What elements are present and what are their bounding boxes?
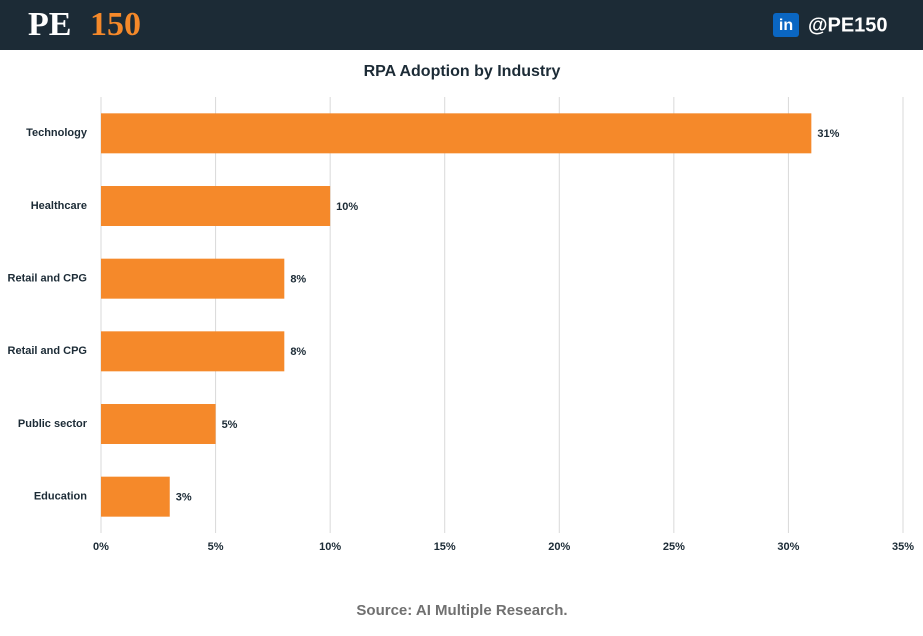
value-label: 10% xyxy=(336,201,358,213)
value-label: 8% xyxy=(290,274,306,286)
bar xyxy=(101,258,285,299)
y-tick-label: Retail and CPG xyxy=(8,345,87,357)
source: Source: AI Multiple Research. xyxy=(356,602,567,619)
x-tick-label: 5% xyxy=(208,541,224,553)
y-tick-label: Education xyxy=(34,491,87,503)
x-tick-label: 15% xyxy=(434,541,456,553)
y-tick-label: Retail and CPG xyxy=(8,273,87,285)
value-label: 31% xyxy=(817,128,839,140)
x-tick-label: 25% xyxy=(663,541,685,553)
value-label: 5% xyxy=(222,419,238,431)
x-tick-label: 35% xyxy=(892,541,914,553)
header-bar xyxy=(0,0,923,50)
bar xyxy=(101,476,170,517)
y-tick-label: Public sector xyxy=(18,418,88,430)
chart-title: RPA Adoption by Industry xyxy=(364,63,561,80)
bar xyxy=(101,186,331,226)
handle: @PE150 xyxy=(808,14,888,36)
x-tick-label: 30% xyxy=(777,541,799,553)
logo-150: 150 xyxy=(90,6,141,43)
value-label: 8% xyxy=(290,346,306,358)
x-tick-label: 0% xyxy=(93,541,109,553)
x-tick-label: 20% xyxy=(548,541,570,553)
bar xyxy=(101,331,285,372)
logo-pe: PE xyxy=(28,6,71,43)
linkedin-icon-text: in xyxy=(779,17,793,34)
x-tick-label: 10% xyxy=(319,541,341,553)
bar xyxy=(101,404,216,444)
y-tick-label: Healthcare xyxy=(31,200,87,212)
y-tick-label: Technology xyxy=(26,127,88,139)
linkedin-icon xyxy=(773,13,799,37)
bar xyxy=(101,113,812,154)
value-label: 3% xyxy=(176,492,192,504)
